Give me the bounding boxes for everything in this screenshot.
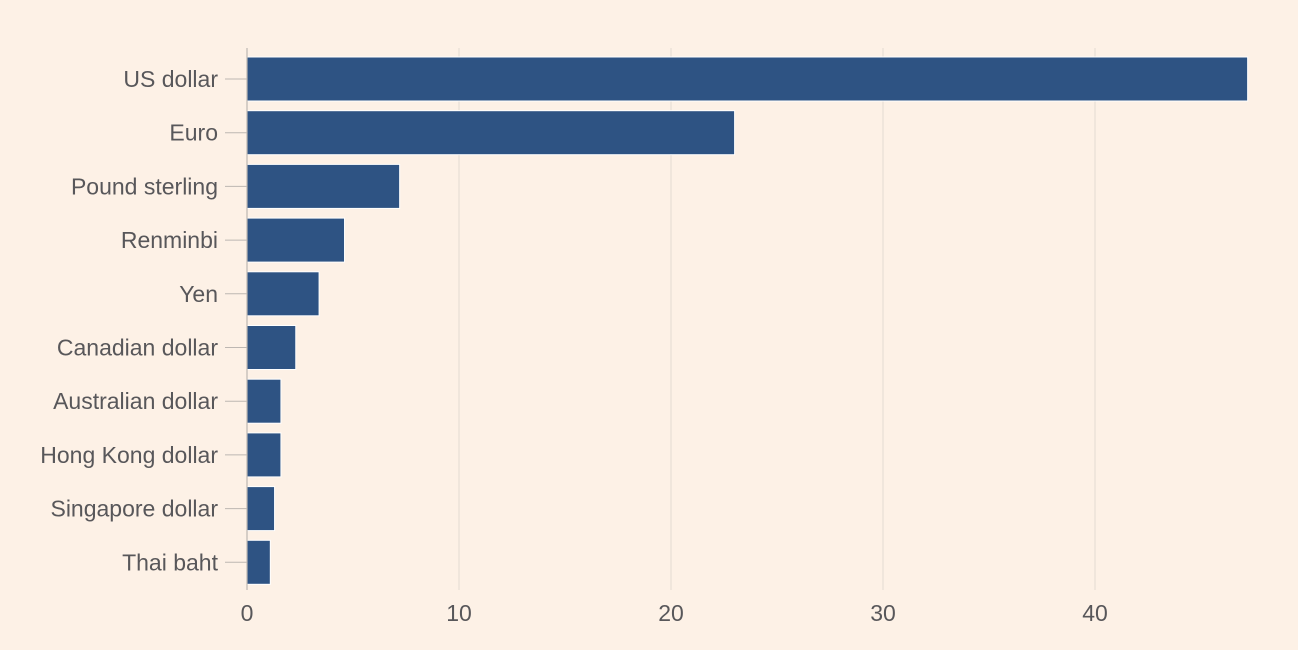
labels: 0 10 20 30 40 US dollar Euro Pound sterling Renm… [40, 66, 1108, 626]
bar-euro [246, 110, 736, 156]
bar-renminbi [246, 217, 346, 263]
x-tick-label: 30 [870, 600, 896, 626]
bar-singapore-dollar [246, 486, 276, 532]
category-label: Pound sterling [71, 173, 218, 199]
bars [246, 56, 1249, 585]
category-label: Australian dollar [53, 388, 218, 414]
bar-us-dollar [246, 56, 1249, 102]
x-tick-label: 0 [241, 600, 254, 626]
category-label: US dollar [123, 66, 218, 92]
bar-australian-dollar [246, 378, 282, 424]
bar-canadian-dollar [246, 325, 297, 370]
category-label: Singapore dollar [50, 496, 218, 522]
bar-hong-kong-dollar [246, 432, 282, 478]
category-label: Yen [179, 281, 218, 307]
x-tick-label: 10 [446, 600, 472, 626]
bar-thai-baht [246, 539, 271, 585]
category-label: Euro [169, 120, 218, 146]
bar-pound-sterling [246, 163, 401, 209]
x-tick-label: 20 [658, 600, 684, 626]
axes [225, 48, 248, 590]
x-tick-label: 40 [1082, 600, 1108, 626]
bar-yen [246, 271, 320, 317]
category-label: Canadian dollar [57, 335, 218, 361]
category-label: Renminbi [121, 227, 218, 253]
category-label: Hong Kong dollar [40, 442, 218, 468]
category-label: Thai baht [122, 549, 219, 575]
